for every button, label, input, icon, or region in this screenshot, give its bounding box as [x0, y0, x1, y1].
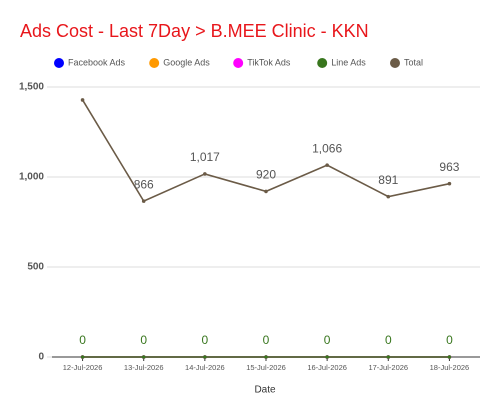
data-label: 0 [385, 333, 392, 347]
legend-marker [233, 58, 244, 68]
data-label: 0 [79, 333, 86, 347]
data-point [203, 172, 207, 176]
data-label: 963 [439, 160, 459, 174]
legend-marker [390, 58, 400, 68]
legend-marker [149, 58, 160, 68]
data-label: 0 [446, 333, 453, 347]
x-tick-label: 12-Jul-2026 [63, 363, 103, 372]
data-label: 1,066 [312, 141, 342, 155]
y-tick-label: 1,500 [19, 82, 44, 93]
legend-label: TikTok Ads [247, 57, 291, 67]
data-point [325, 163, 329, 167]
data-point [80, 355, 85, 359]
data-point [80, 98, 85, 102]
data-label: 920 [256, 168, 276, 182]
data-point [386, 355, 391, 359]
x-axis-label: Date [254, 385, 276, 396]
data-point [141, 355, 146, 359]
data-point [447, 355, 452, 359]
data-point [141, 199, 146, 203]
data-point [264, 355, 268, 359]
y-tick-label: 0 [38, 352, 44, 363]
data-point [447, 181, 452, 186]
x-tick-label: 18-Jul-2026 [430, 363, 470, 372]
data-label: 866 [134, 177, 154, 191]
x-tick-label: 17-Jul-2026 [368, 363, 408, 372]
data-label: 0 [324, 333, 331, 347]
data-label: 0 [263, 333, 270, 347]
x-tick-label: 13-Jul-2026 [124, 363, 164, 372]
legend-marker [317, 58, 328, 68]
x-tick-label: 14-Jul-2026 [185, 363, 225, 372]
data-label: 0 [202, 333, 209, 347]
data-label: 891 [378, 173, 398, 187]
x-tick-label: 15-Jul-2026 [246, 363, 286, 372]
data-point [386, 194, 391, 199]
legend-marker [54, 58, 64, 68]
x-tick-label: 16-Jul-2026 [307, 363, 347, 372]
data-point [203, 355, 207, 359]
y-tick-label: 1,000 [19, 172, 44, 183]
legend-label: Line Ads [331, 57, 366, 67]
data-point [264, 189, 268, 194]
data-point [325, 355, 329, 359]
legend-label: Google Ads [163, 57, 210, 67]
legend-label: Facebook Ads [68, 57, 126, 67]
chart-title: Ads Cost - Last 7Day > B.MEE Clinic - KK… [20, 21, 369, 41]
data-label: 1,017 [190, 150, 220, 164]
data-label: 0 [140, 333, 147, 347]
legend-label: Total [404, 57, 423, 67]
y-tick-label: 500 [27, 262, 44, 273]
